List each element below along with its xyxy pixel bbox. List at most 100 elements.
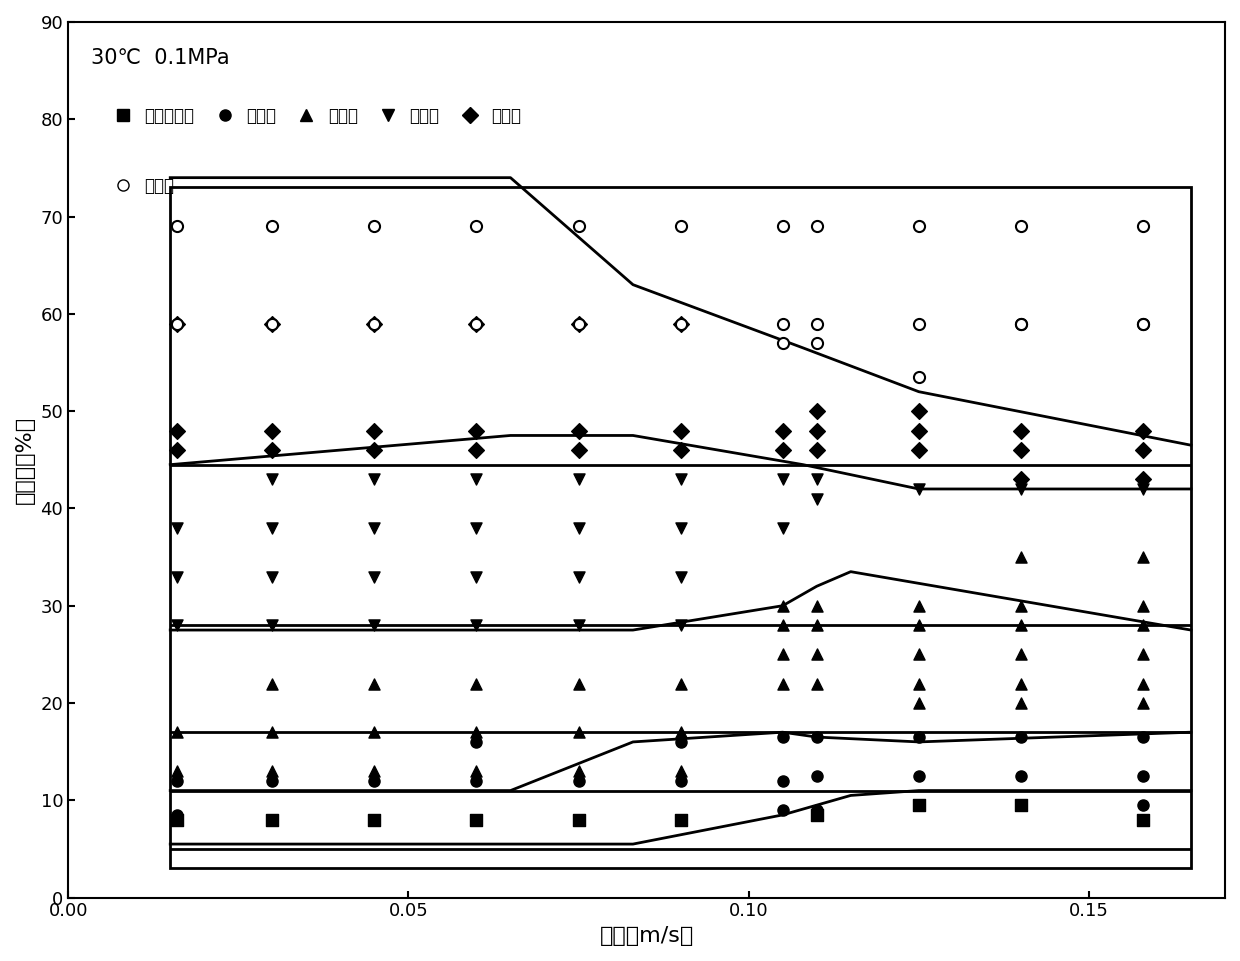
Point <box>263 316 283 332</box>
Point <box>365 676 384 691</box>
Point <box>167 807 187 823</box>
Point <box>773 729 792 745</box>
Point <box>807 676 827 691</box>
Point <box>569 812 589 827</box>
Point <box>263 423 283 438</box>
Point <box>1133 696 1153 711</box>
Point <box>1011 481 1030 497</box>
Point <box>1133 423 1153 438</box>
Point <box>773 442 792 457</box>
Point <box>365 316 384 332</box>
Point <box>1133 550 1153 565</box>
Point <box>365 725 384 740</box>
Point <box>1133 218 1153 234</box>
Point <box>466 569 486 584</box>
Point <box>671 676 691 691</box>
Point <box>909 647 929 662</box>
Point <box>466 618 486 633</box>
Point <box>909 729 929 745</box>
Point <box>167 774 187 789</box>
Point <box>671 812 691 827</box>
Point <box>263 676 283 691</box>
Point <box>1133 798 1153 813</box>
Point <box>569 218 589 234</box>
Point <box>909 798 929 813</box>
Point <box>263 472 283 487</box>
Point <box>167 812 187 827</box>
Point <box>1011 316 1030 332</box>
Point <box>263 316 283 332</box>
Point <box>1011 696 1030 711</box>
Point <box>569 316 589 332</box>
Point <box>671 812 691 827</box>
Point <box>773 472 792 487</box>
Point <box>167 316 187 332</box>
Point <box>773 676 792 691</box>
Point <box>773 598 792 613</box>
Point <box>466 734 486 750</box>
Point <box>569 774 589 789</box>
Point <box>909 369 929 384</box>
Point <box>807 802 827 818</box>
Legend: 扚动流: 扚动流 <box>99 170 181 202</box>
Point <box>909 442 929 457</box>
Point <box>909 798 929 813</box>
Point <box>1011 550 1030 565</box>
Point <box>1011 618 1030 633</box>
Point <box>569 423 589 438</box>
Point <box>167 442 187 457</box>
Point <box>263 763 283 778</box>
Point <box>807 729 827 745</box>
Point <box>1133 647 1153 662</box>
Point <box>167 520 187 535</box>
Y-axis label: 持水率（%）: 持水率（%） <box>15 416 35 504</box>
Point <box>1011 316 1030 332</box>
Point <box>1133 729 1153 745</box>
Point <box>466 774 486 789</box>
Point <box>671 734 691 750</box>
Point <box>365 442 384 457</box>
Point <box>365 774 384 789</box>
Point <box>365 316 384 332</box>
Point <box>466 316 486 332</box>
Point <box>167 569 187 584</box>
Point <box>569 725 589 740</box>
Point <box>365 763 384 778</box>
Point <box>569 316 589 332</box>
Point <box>773 335 792 351</box>
Point <box>167 423 187 438</box>
Point <box>1133 316 1153 332</box>
Point <box>909 404 929 419</box>
Point <box>1011 768 1030 783</box>
Point <box>466 472 486 487</box>
Point <box>466 725 486 740</box>
Point <box>569 442 589 457</box>
Point <box>569 676 589 691</box>
Point <box>807 807 827 823</box>
Point <box>773 316 792 332</box>
Point <box>263 774 283 789</box>
Point <box>263 618 283 633</box>
Point <box>807 442 827 457</box>
Point <box>167 725 187 740</box>
Point <box>466 316 486 332</box>
Point <box>773 802 792 818</box>
Point <box>1011 729 1030 745</box>
Point <box>263 442 283 457</box>
Point <box>773 647 792 662</box>
Point <box>365 569 384 584</box>
Point <box>1133 472 1153 487</box>
Point <box>466 218 486 234</box>
Point <box>263 569 283 584</box>
Point <box>671 774 691 789</box>
Point <box>466 812 486 827</box>
Point <box>569 618 589 633</box>
Text: 30℃  0.1MPa: 30℃ 0.1MPa <box>92 48 229 68</box>
Point <box>807 472 827 487</box>
Point <box>365 618 384 633</box>
Point <box>807 423 827 438</box>
Point <box>466 812 486 827</box>
Point <box>1011 423 1030 438</box>
Point <box>466 763 486 778</box>
Point <box>807 768 827 783</box>
